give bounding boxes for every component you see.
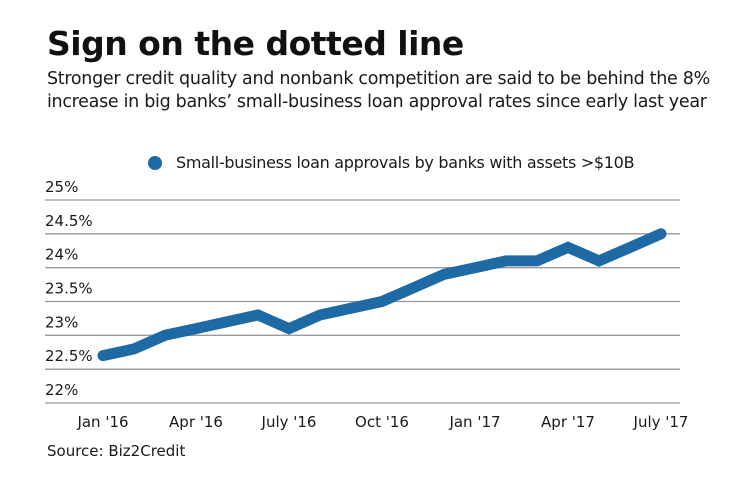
x-tick-label: July '16	[261, 413, 317, 431]
chart-title: Sign on the dotted line	[47, 24, 464, 63]
y-tick-label: 25%	[45, 178, 78, 196]
y-tick-label: 24.5%	[45, 212, 93, 230]
x-axis-labels: Jan '16 Apr '16 July '16 Oct '16 Jan '17 Apr …	[76, 413, 688, 431]
y-axis-labels: 22% 22.5% 23% 23.5% 24% 24.5% 25%	[45, 178, 93, 399]
chart-subtitle: Stronger credit quality and nonbank comp…	[47, 69, 710, 112]
x-tick-label: Jan '16	[76, 413, 128, 431]
legend-dot-icon	[148, 155, 162, 170]
x-tick-label: Jan '17	[448, 413, 500, 431]
y-tick-label: 22%	[45, 381, 78, 399]
x-tick-label: Apr '17	[541, 413, 595, 431]
series-line	[97, 228, 667, 362]
legend-label: Small-business loan approvals by banks w…	[176, 153, 635, 172]
x-tick-label: Apr '16	[169, 413, 223, 431]
x-tick-label: July '17	[633, 413, 689, 431]
y-tick-label: 24%	[45, 246, 78, 264]
x-tick-label: Oct '16	[355, 413, 409, 431]
source-note: Source: Biz2Credit	[47, 442, 186, 460]
legend: Small-business loan approvals by banks w…	[148, 153, 635, 172]
y-tick-label: 23%	[45, 313, 78, 331]
y-tick-label: 23.5%	[45, 280, 93, 298]
y-tick-label: 22.5%	[45, 347, 93, 365]
